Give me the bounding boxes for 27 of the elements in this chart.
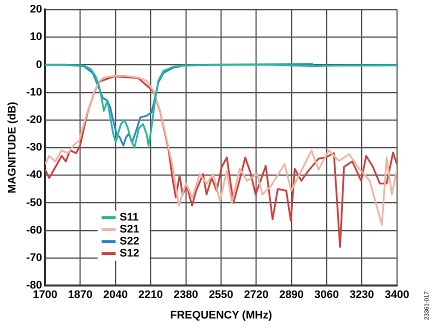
x-tick-label: 2720 <box>244 289 268 302</box>
x-tick-label: 2040 <box>103 289 128 302</box>
legend-label: S11 <box>120 212 139 224</box>
y-axis-title: MAGNITUDE (dB) <box>6 101 19 194</box>
x-tick-label: 2890 <box>279 289 304 302</box>
x-tick-label: 3060 <box>314 289 339 302</box>
x-tick-label: 2210 <box>138 289 163 302</box>
x-tick-label: 1870 <box>68 289 93 302</box>
y-tick-label: 10 <box>30 31 42 44</box>
y-tick-label: 0 <box>36 58 42 71</box>
legend-label: S22 <box>120 236 140 248</box>
y-tick-label: -30 <box>26 142 42 154</box>
x-tick-label: 3230 <box>350 289 374 302</box>
legend-label: S12 <box>120 248 140 260</box>
x-tick-label: 2380 <box>174 289 198 302</box>
y-tick-label: -60 <box>26 224 42 236</box>
y-tick-label: -70 <box>26 252 42 264</box>
y-tick-label: -40 <box>26 169 42 182</box>
x-tick-label: 1700 <box>32 289 58 302</box>
legend-label: S21 <box>120 224 140 236</box>
y-tick-label: 20 <box>30 4 42 16</box>
y-tick-label: -50 <box>26 196 42 209</box>
y-tick-label: -20 <box>26 114 42 126</box>
x-axis-title: FREQUENCY (MHz) <box>170 309 272 322</box>
x-tick-label: 3400 <box>384 289 410 302</box>
y-tick-label: -10 <box>26 86 42 98</box>
x-tick-label: 2550 <box>208 289 234 302</box>
